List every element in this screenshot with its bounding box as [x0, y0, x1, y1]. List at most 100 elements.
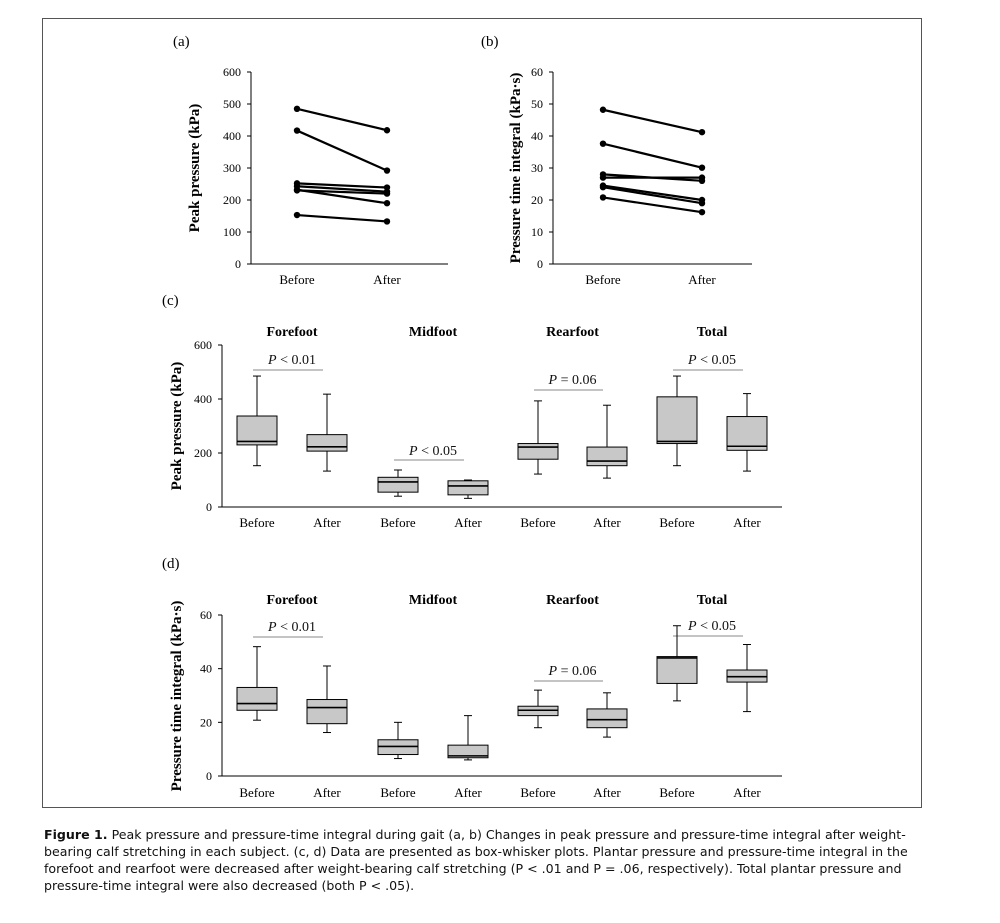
subject-point-b: [599, 174, 607, 181]
y-tick-label-d: 20: [200, 715, 212, 729]
y-axis-title-d: Pressure time integral (kPa·s): [169, 601, 185, 792]
panel-label-a: (a): [173, 34, 190, 50]
y-tick-label-b: 20: [531, 193, 543, 207]
box-iqr: [656, 656, 698, 684]
y-tick-label-d: 60: [200, 608, 212, 622]
box-iqr: [656, 396, 698, 445]
panel-label-c: (c): [162, 293, 179, 309]
subject-point-b: [698, 164, 706, 171]
y-tick-label-b: 40: [531, 129, 543, 143]
subject-line-a: [296, 189, 388, 195]
x-tick-label-d: Before: [380, 785, 416, 800]
group-title-rearfoot: Rearfoot: [546, 325, 599, 340]
subject-line-b: [602, 186, 703, 205]
p-value-label: P < 0.01: [267, 620, 316, 635]
box-iqr: [306, 699, 348, 725]
box-iqr: [377, 476, 419, 493]
subject-line-b: [602, 184, 703, 202]
group-title-rearfoot: Rearfoot: [546, 593, 599, 608]
panel-label-d: (d): [162, 556, 180, 572]
group-title-total: Total: [697, 593, 728, 608]
y-tick-label-a: 0: [235, 257, 241, 271]
subject-point-a: [383, 190, 391, 197]
y-tick-label-d: 0: [206, 769, 212, 783]
x-tick-label-a: Before: [279, 272, 315, 287]
y-tick-label-a: 600: [223, 65, 241, 79]
group-title-midfoot: Midfoot: [409, 593, 458, 608]
figure-frame: [42, 18, 922, 808]
group-title-midfoot: Midfoot: [409, 325, 458, 340]
subject-line-b: [602, 196, 703, 214]
subject-line-a: [296, 129, 388, 172]
box-iqr: [306, 434, 348, 452]
subject-point-a: [293, 105, 301, 113]
subject-point-a: [293, 127, 301, 134]
y-tick-label-a: 400: [223, 129, 241, 143]
subject-point-a: [383, 127, 391, 134]
x-tick-label-a: After: [373, 272, 401, 287]
y-tick-label-b: 0: [537, 257, 543, 271]
x-tick-label-c: After: [593, 515, 621, 530]
subject-point-b: [698, 128, 706, 136]
subject-point-b: [599, 184, 607, 191]
box-iqr: [586, 708, 628, 729]
box-iqr: [447, 480, 489, 496]
box-iqr: [236, 686, 278, 711]
subject-line-a: [296, 213, 388, 223]
caption-text: Peak pressure and pressure-time integral…: [44, 827, 908, 893]
y-tick-label-a: 200: [223, 193, 241, 207]
figure-caption: Figure 1. Peak pressure and pressure-tim…: [44, 826, 944, 894]
y-tick-label-c: 0: [206, 500, 212, 514]
p-value-label: P = 0.06: [548, 664, 597, 679]
subject-point-a: [293, 211, 301, 219]
group-title-forefoot: Forefoot: [266, 325, 317, 340]
box-iqr: [236, 415, 278, 446]
subject-line-a: [296, 107, 388, 132]
x-tick-label-c: Before: [380, 515, 416, 530]
x-tick-label-d: Before: [520, 785, 556, 800]
x-tick-label-d: Before: [239, 785, 275, 800]
x-tick-label-d: After: [593, 785, 621, 800]
x-tick-label-d: After: [733, 785, 761, 800]
p-value-label: P < 0.01: [267, 353, 316, 368]
p-value-label: P < 0.05: [687, 619, 736, 634]
x-tick-label-c: Before: [239, 515, 275, 530]
subject-point-b: [698, 200, 706, 207]
subject-point-a: [293, 187, 301, 194]
y-tick-label-a: 500: [223, 97, 241, 111]
x-tick-label-c: After: [733, 515, 761, 530]
y-tick-label-a: 100: [223, 225, 241, 239]
box-iqr: [447, 744, 489, 759]
x-tick-label-b: Before: [585, 272, 621, 287]
y-tick-label-b: 60: [531, 65, 543, 79]
subject-point-b: [599, 140, 607, 147]
y-axis-title-b: Pressure time integral (kPa·s): [508, 73, 524, 264]
y-axis-title-c: Peak pressure (kPa): [169, 362, 185, 491]
y-tick-label-c: 200: [194, 446, 212, 460]
subject-point-b: [599, 194, 607, 201]
group-title-forefoot: Forefoot: [266, 593, 317, 608]
y-tick-label-b: 10: [531, 225, 543, 239]
subject-point-a: [383, 218, 391, 225]
p-value-label: P < 0.05: [408, 444, 457, 459]
x-tick-label-c: Before: [659, 515, 695, 530]
box-iqr: [517, 443, 559, 460]
subject-point-b: [599, 106, 607, 113]
x-tick-label-d: After: [313, 785, 341, 800]
subject-line-b: [602, 108, 703, 134]
y-tick-label-b: 50: [531, 97, 543, 111]
panel-label-b: (b): [481, 34, 499, 50]
subject-point-b: [698, 174, 706, 181]
x-tick-label-d: After: [454, 785, 482, 800]
p-value-label: P < 0.05: [687, 353, 736, 368]
subject-line-b: [602, 142, 703, 169]
x-tick-label-c: After: [313, 515, 341, 530]
y-tick-label-c: 400: [194, 392, 212, 406]
y-tick-label-c: 600: [194, 338, 212, 352]
x-tick-label-c: After: [454, 515, 482, 530]
subject-point-a: [383, 167, 391, 174]
subject-line-a: [296, 182, 388, 189]
x-tick-label-d: Before: [659, 785, 695, 800]
subject-line-a: [296, 185, 388, 193]
